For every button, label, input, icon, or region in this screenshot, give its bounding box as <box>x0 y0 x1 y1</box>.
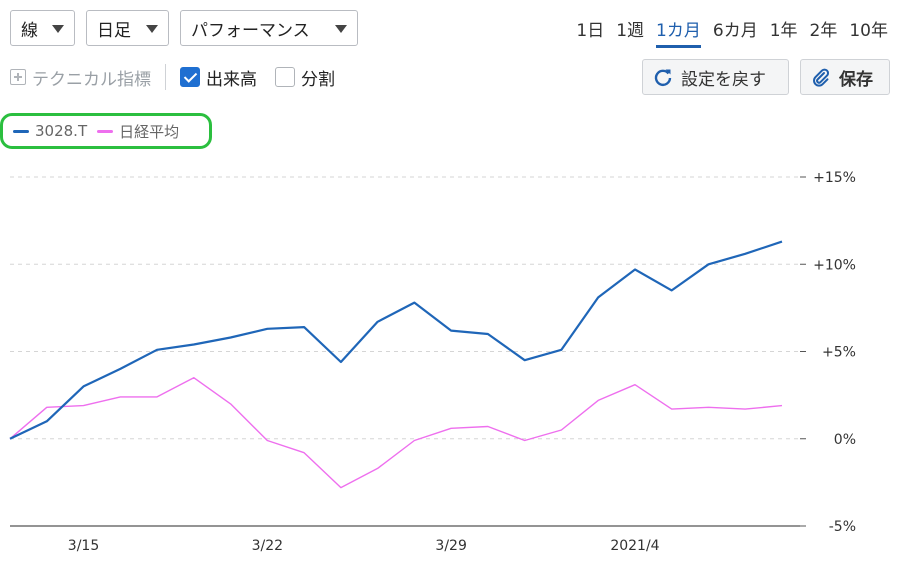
plus-icon <box>10 69 26 85</box>
save-button[interactable]: 保存 <box>800 59 890 95</box>
period-tab-1y[interactable]: 1年 <box>769 21 798 41</box>
volume-label: 出来高 <box>206 69 257 90</box>
save-label: 保存 <box>839 69 873 90</box>
paperclip-icon <box>813 68 830 87</box>
legend-label-series-a: 3028.T <box>35 122 88 140</box>
period-tab-6m[interactable]: 6カ月 <box>712 21 758 41</box>
x-tick-label: 3/29 <box>435 538 466 554</box>
divider <box>165 64 166 90</box>
chevron-down-icon <box>335 25 347 33</box>
split-checkbox[interactable]: 分割 <box>275 65 335 90</box>
mode-value: パフォーマンス <box>191 20 310 41</box>
period-tab-1d[interactable]: 1日 <box>576 21 605 41</box>
interval-value: 日足 <box>97 20 131 41</box>
mode-select[interactable]: パフォーマンス <box>180 10 358 46</box>
legend-item-series-b[interactable]: 日経平均 <box>97 121 179 142</box>
y-tick-label: 0% <box>834 432 856 448</box>
period-tabs: 1日 1週 1カ月 6カ月 1年 2年 10年 <box>576 16 888 48</box>
technical-indicator-button[interactable]: テクニカル指標 <box>10 65 151 90</box>
technical-indicator-label: テクニカル指標 <box>32 69 151 90</box>
series-line-3028t <box>9 240 783 440</box>
checkbox-checked-icon <box>180 67 200 87</box>
period-tab-1m[interactable]: 1カ月 <box>656 16 701 48</box>
chart-type-value: 線 <box>21 20 38 41</box>
legend-swatch-series-a <box>13 129 29 133</box>
chevron-down-icon <box>146 25 158 33</box>
legend-label-series-b: 日経平均 <box>119 122 180 141</box>
checkbox-unchecked-icon <box>275 67 295 87</box>
reset-settings-label: 設定を戻す <box>681 69 766 90</box>
y-tick-label: -5% <box>829 519 856 535</box>
performance-chart[interactable]: +15% +10% +5% 0% -5% 3/15 3/22 3/29 2021/4 <box>0 160 898 565</box>
period-tab-2y[interactable]: 2年 <box>809 21 838 41</box>
y-tick-label: +15% <box>813 170 856 186</box>
interval-select[interactable]: 日足 <box>86 10 169 46</box>
series-line-nikkei <box>9 377 783 489</box>
legend-item-series-a[interactable]: 3028.T <box>13 122 87 140</box>
volume-checkbox[interactable]: 出来高 <box>180 65 257 90</box>
x-tick-label: 3/15 <box>68 538 99 554</box>
reset-settings-button[interactable]: 設定を戻す <box>642 59 789 95</box>
options-row: テクニカル指標 出来高 分割 <box>10 64 353 90</box>
chart-legend: 3028.T 日経平均 <box>0 113 212 149</box>
x-tick-label: 3/22 <box>252 538 283 554</box>
y-tick-label: +10% <box>813 257 856 273</box>
chart-type-select[interactable]: 線 <box>10 10 75 46</box>
period-tab-1w[interactable]: 1週 <box>616 21 645 41</box>
refresh-icon <box>654 69 672 87</box>
y-tick-label: +5% <box>822 345 856 361</box>
split-label: 分割 <box>301 69 335 90</box>
chevron-down-icon <box>52 25 64 33</box>
legend-swatch-series-b <box>97 129 114 133</box>
x-tick-label: 2021/4 <box>610 538 659 554</box>
period-tab-10y[interactable]: 10年 <box>849 21 888 41</box>
